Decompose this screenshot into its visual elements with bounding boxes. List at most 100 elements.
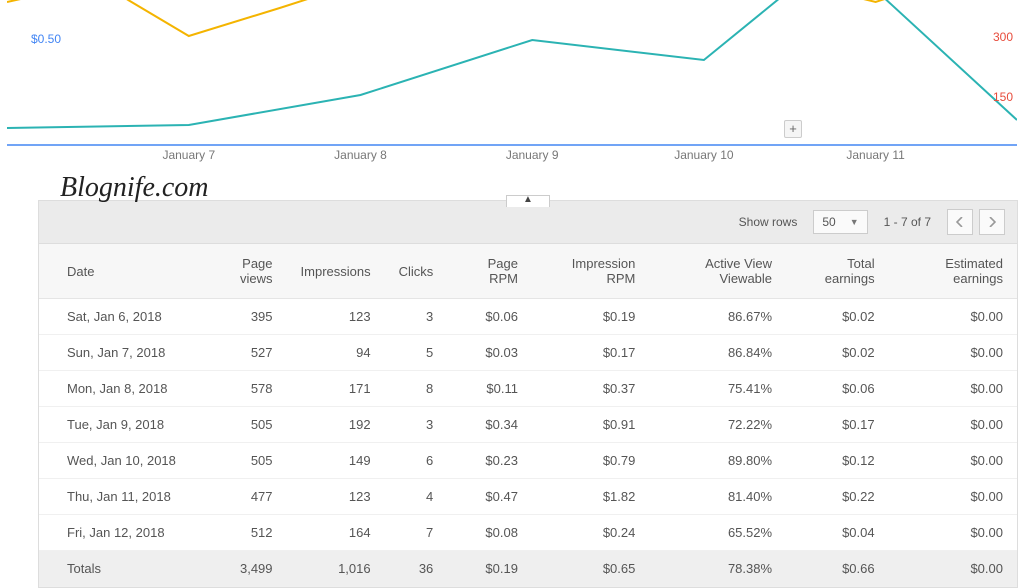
y-left-label: $0.50	[31, 32, 61, 46]
cell-avv: 65.52%	[649, 515, 786, 551]
cell-irpm: $0.24	[532, 515, 649, 551]
add-metric-button[interactable]: +	[784, 120, 802, 138]
table-row: Thu, Jan 11, 20184771234$0.47$1.8281.40%…	[39, 479, 1017, 515]
x-axis-label: January 8	[334, 148, 387, 162]
next-page-button[interactable]	[979, 209, 1005, 235]
cell-prpm: $0.47	[447, 479, 532, 515]
table-row: Mon, Jan 8, 20185781718$0.11$0.3775.41%$…	[39, 371, 1017, 407]
series-impressions	[7, 0, 1017, 128]
report-table-container: ▲ Show rows 50 ▼ 1 - 7 of 7 DatePage vie…	[38, 200, 1018, 588]
cell-imp: 123	[287, 479, 385, 515]
cell-tot: $0.02	[786, 299, 889, 335]
cell-irpm: $0.37	[532, 371, 649, 407]
cell-est: $0.00	[889, 479, 1017, 515]
cell-pv: 578	[199, 371, 287, 407]
cell-clk: 3	[385, 299, 448, 335]
cell-date: Tue, Jan 9, 2018	[39, 407, 199, 443]
chart-area: $0.50 300 150 January 7 January 8 January 9…	[7, 0, 1017, 165]
cell-clk: 6	[385, 443, 448, 479]
cell-clk: 3	[385, 407, 448, 443]
cell-avv: 81.40%	[649, 479, 786, 515]
table-row: Sun, Jan 7, 2018527945$0.03$0.1786.84%$0…	[39, 335, 1017, 371]
cell-tot: $0.04	[786, 515, 889, 551]
cell-imp: 94	[287, 335, 385, 371]
cell-avv: 78.38%	[649, 551, 786, 587]
cell-irpm: $1.82	[532, 479, 649, 515]
series-revenue	[7, 0, 936, 36]
table-row-totals: Totals3,4991,01636$0.19$0.6578.38%$0.66$…	[39, 551, 1017, 587]
show-rows-label: Show rows	[739, 215, 798, 229]
pagination-range: 1 - 7 of 7	[884, 215, 931, 229]
cell-prpm: $0.06	[447, 299, 532, 335]
cell-clk: 7	[385, 515, 448, 551]
cell-irpm: $0.79	[532, 443, 649, 479]
rows-per-page-select[interactable]: 50 ▼	[813, 210, 867, 234]
column-header-pv[interactable]: Page views	[199, 244, 287, 299]
table-row: Sat, Jan 6, 20183951233$0.06$0.1986.67%$…	[39, 299, 1017, 335]
table-row: Wed, Jan 10, 20185051496$0.23$0.7989.80%…	[39, 443, 1017, 479]
line-chart	[7, 0, 1017, 165]
cell-date: Sun, Jan 7, 2018	[39, 335, 199, 371]
cell-pv: 527	[199, 335, 287, 371]
cell-date: Sat, Jan 6, 2018	[39, 299, 199, 335]
cell-pv: 512	[199, 515, 287, 551]
cell-est: $0.00	[889, 551, 1017, 587]
prev-page-button[interactable]	[947, 209, 973, 235]
cell-prpm: $0.11	[447, 371, 532, 407]
cell-imp: 1,016	[287, 551, 385, 587]
chevron-down-icon: ▼	[850, 217, 859, 227]
cell-irpm: $0.65	[532, 551, 649, 587]
cell-pv: 505	[199, 443, 287, 479]
watermark-text: Blognife.com	[60, 172, 209, 204]
cell-est: $0.00	[889, 371, 1017, 407]
cell-tot: $0.06	[786, 371, 889, 407]
column-header-imp[interactable]: Impressions	[287, 244, 385, 299]
cell-tot: $0.17	[786, 407, 889, 443]
cell-prpm: $0.23	[447, 443, 532, 479]
y-right-label: 150	[993, 90, 1013, 104]
cell-est: $0.00	[889, 515, 1017, 551]
x-axis-label: January 9	[506, 148, 559, 162]
chevron-left-icon	[956, 217, 964, 227]
cell-clk: 5	[385, 335, 448, 371]
column-header-prpm[interactable]: Page RPM	[447, 244, 532, 299]
chevron-right-icon	[988, 217, 996, 227]
column-header-clk[interactable]: Clicks	[385, 244, 448, 299]
cell-est: $0.00	[889, 407, 1017, 443]
cell-date: Fri, Jan 12, 2018	[39, 515, 199, 551]
cell-est: $0.00	[889, 335, 1017, 371]
column-header-irpm[interactable]: Impression RPM	[532, 244, 649, 299]
cell-avv: 75.41%	[649, 371, 786, 407]
cell-imp: 123	[287, 299, 385, 335]
cell-prpm: $0.03	[447, 335, 532, 371]
column-header-tot[interactable]: Total earnings	[786, 244, 889, 299]
cell-avv: 86.67%	[649, 299, 786, 335]
column-header-est[interactable]: Estimated earnings	[889, 244, 1017, 299]
cell-est: $0.00	[889, 299, 1017, 335]
cell-date: Wed, Jan 10, 2018	[39, 443, 199, 479]
cell-irpm: $0.17	[532, 335, 649, 371]
cell-prpm: $0.08	[447, 515, 532, 551]
report-table: DatePage viewsImpressionsClicksPage RPMI…	[39, 244, 1017, 587]
rows-per-page-value: 50	[822, 215, 835, 229]
cell-clk: 4	[385, 479, 448, 515]
x-axis-labels: January 7January 8January 9January 10Jan…	[7, 148, 1017, 168]
cell-prpm: $0.34	[447, 407, 532, 443]
cell-date: Mon, Jan 8, 2018	[39, 371, 199, 407]
cell-pv: 477	[199, 479, 287, 515]
column-header-date[interactable]: Date	[39, 244, 199, 299]
cell-tot: $0.02	[786, 335, 889, 371]
x-axis-label: January 7	[162, 148, 215, 162]
cell-imp: 164	[287, 515, 385, 551]
cell-avv: 86.84%	[649, 335, 786, 371]
cell-est: $0.00	[889, 443, 1017, 479]
cell-tot: $0.66	[786, 551, 889, 587]
column-header-avv[interactable]: Active View Viewable	[649, 244, 786, 299]
x-axis-label: January 10	[674, 148, 733, 162]
cell-tot: $0.12	[786, 443, 889, 479]
y-right-label: 300	[993, 30, 1013, 44]
cell-tot: $0.22	[786, 479, 889, 515]
collapse-handle[interactable]: ▲	[506, 195, 550, 207]
cell-clk: 36	[385, 551, 448, 587]
table-row: Tue, Jan 9, 20185051923$0.34$0.9172.22%$…	[39, 407, 1017, 443]
